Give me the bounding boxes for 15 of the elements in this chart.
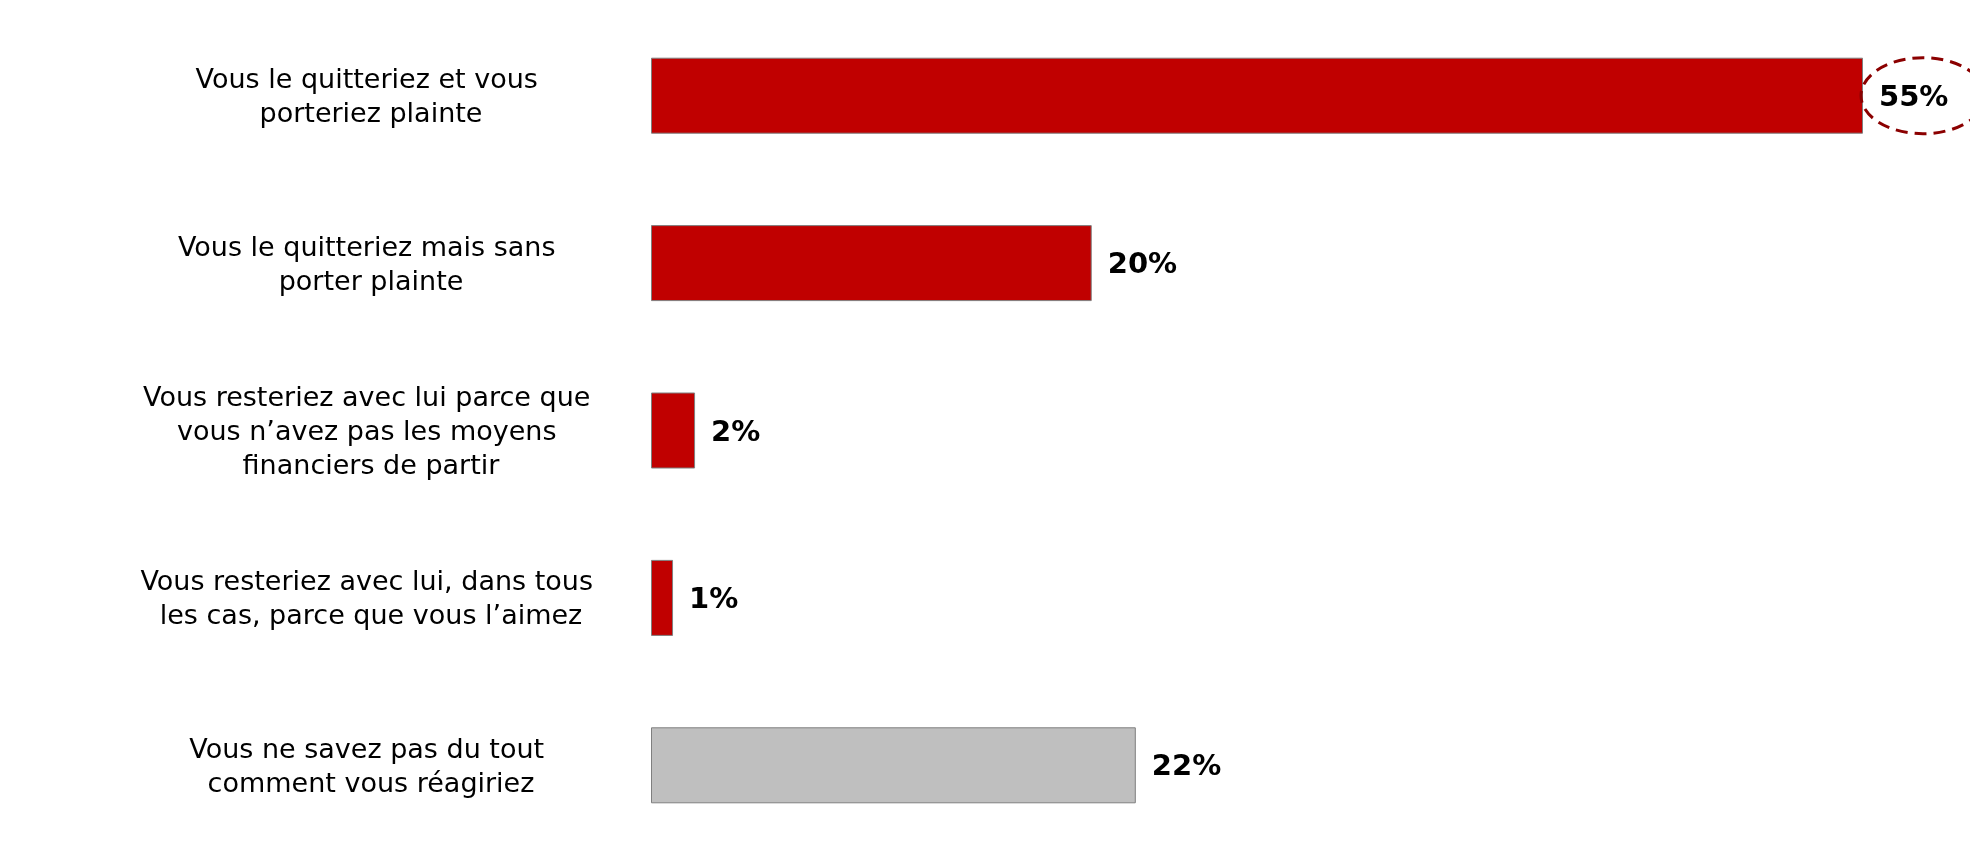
bar (651, 727, 1136, 804)
data-label: 20% (1107, 246, 1178, 281)
y-tick-label: Vous resteriez avec lui parce que vous n’avez pas les moyens financiers de partir (143, 381, 599, 480)
y-tick-label: Vous le quitteriez mais sans porter plainte (177, 230, 565, 296)
data-label: 2% (711, 413, 761, 448)
data-label: 1% (689, 580, 739, 615)
bar (651, 392, 696, 469)
bar (651, 225, 1092, 302)
data-label: 55% (1879, 78, 1949, 113)
bar (651, 559, 674, 636)
y-tick-label: Vous le quitteriez et vous porteriez plainte (195, 63, 547, 129)
y-tick-label: Vous ne savez pas du tout comment vous réagiriez (189, 732, 553, 798)
data-label: 22% (1151, 748, 1222, 783)
bar (651, 57, 1863, 134)
y-tick-label: Vous resteriez avec lui, dans tous les cas, parce que vous l’aimez (140, 565, 602, 631)
